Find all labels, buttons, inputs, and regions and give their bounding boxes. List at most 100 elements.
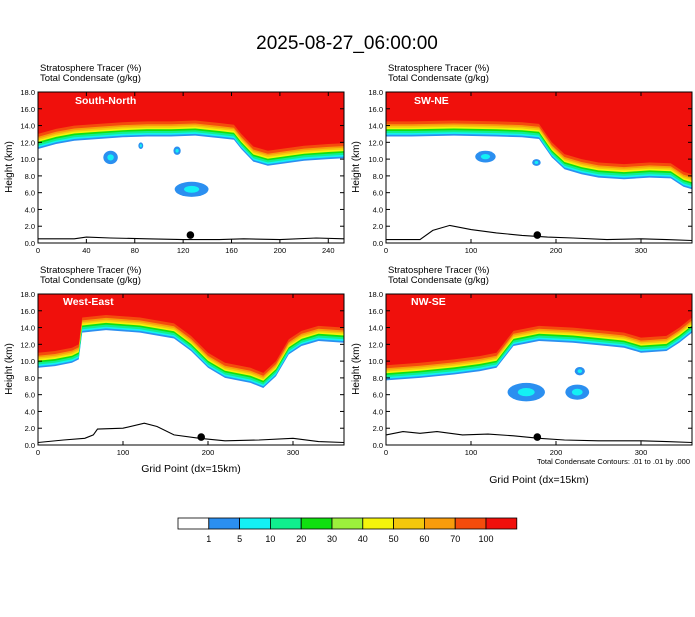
tracer-field [38,92,344,166]
tracer-field [386,92,692,190]
y-tick-label: 6.0 [373,189,383,198]
panel-label: SW-NE [414,95,449,107]
panel-header-line-2: Total Condensate (g/kg) [388,275,489,286]
y-axis: 0.0 2.0 4.0 6.0 8.0 10.0 12.0 14.0 16.0 18.0 [20,88,344,248]
tracer-blob-core [534,160,539,164]
y-tick-label: 18.0 [20,88,35,97]
tracer-blob-core [175,148,179,153]
tracer-blob-core [107,154,114,161]
x-axis: 0 100 200 300 [384,294,647,457]
x-axis-label: Grid Point (dx=15km) [141,463,241,475]
terrain-line [38,422,344,444]
tracer-blobs [507,366,590,402]
tracer-blob-core [139,144,142,148]
y-tick-label: 8.0 [25,172,35,181]
y-axis: 0.0 2.0 4.0 6.0 8.0 10.0 12.0 14.0 16.0 18.0 [368,290,692,450]
x-axis: 0 40 80 120 160 200 240 [36,92,335,255]
x-tick-label: 0 [384,448,388,457]
x-axis-label: Grid Point (dx=15km) [489,474,589,486]
legend-swatch [239,517,271,530]
x-tick-label: 200 [550,246,563,255]
legend-swatch [362,517,394,530]
legend-label: 60 [419,534,429,544]
panel-label: West-East [63,296,114,308]
x-tick-label: 100 [117,448,130,457]
legend-label: 50 [389,534,399,544]
y-axis-label: Height (km) [351,343,362,395]
legend-label: 30 [327,534,337,544]
x-axis: 0 100 200 300 [36,294,299,457]
y-tick-label: 8.0 [373,374,383,383]
y-tick-label: 12.0 [20,138,35,147]
y-tick-label: 14.0 [368,122,383,131]
y-tick-label: 4.0 [25,205,35,214]
legend-swatch [269,517,302,530]
panel-label: NW-SE [411,296,446,308]
plot-frame [37,91,345,244]
y-tick-label: 8.0 [25,374,35,383]
tracer-blob-core [577,369,583,374]
x-axis: 0 100 200 300 [384,92,647,255]
panel-sw-ne: Stratosphere Tracer (%) Total Condensate… [351,63,693,255]
panel-header-line-2: Total Condensate (g/kg) [388,73,489,84]
legend-label: 1 [206,534,211,544]
y-tick-label: 6.0 [25,189,35,198]
y-tick-label: 14.0 [368,324,383,333]
legend-label: 5 [237,534,242,544]
legend-swatch [300,517,333,530]
panel-header-line-1: Stratosphere Tracer (%) [40,265,141,276]
legend-label: 20 [296,534,306,544]
legend-label: 70 [450,534,460,544]
x-tick-label: 300 [287,448,300,457]
y-tick-label: 0.0 [25,441,35,450]
y-tick-label: 6.0 [25,391,35,400]
y-tick-label: 16.0 [20,105,35,114]
y-tick-label: 4.0 [25,407,35,416]
tracer-field [38,294,344,388]
y-tick-label: 0.0 [373,239,383,248]
plot-frame [385,293,693,446]
tracer-blob-core [571,388,583,396]
tracer-blob-core [480,153,491,160]
y-tick-label: 18.0 [368,290,383,299]
panel-west-east: Stratosphere Tracer (%) Total Condensate… [4,265,345,475]
y-axis-label: Height (km) [4,141,15,193]
tracer-band [386,92,692,175]
tracer-band [38,294,344,373]
panel-header-line-1: Stratosphere Tracer (%) [388,265,489,276]
y-tick-label: 2.0 [25,424,35,433]
panel-header-line-2: Total Condensate (g/kg) [40,275,141,286]
legend-swatch [485,517,518,530]
y-tick-label: 0.0 [25,239,35,248]
x-tick-label: 200 [274,246,287,255]
y-tick-label: 16.0 [20,307,35,316]
x-tick-label: 240 [322,246,335,255]
legend-swatch [393,517,425,530]
location-marker [533,231,542,239]
legend-swatch [423,517,456,530]
location-marker [186,231,195,239]
x-tick-label: 0 [36,448,40,457]
x-tick-label: 200 [202,448,215,457]
y-tick-label: 2.0 [373,222,383,231]
tracer-field [386,294,692,381]
location-marker [197,433,205,441]
y-tick-label: 16.0 [368,105,383,114]
location-marker [533,433,542,441]
legend-swatch [208,517,241,530]
y-tick-label: 18.0 [368,88,383,97]
figure-title: 2025-08-27_06:00:00 [256,33,438,54]
x-tick-label: 300 [635,448,648,457]
y-axis-label: Height (km) [4,343,15,395]
y-tick-label: 12.0 [368,138,383,147]
plot-frame [37,293,345,446]
x-tick-label: 120 [177,246,190,255]
y-tick-label: 10.0 [20,357,35,366]
tracer-band [386,294,692,366]
tracer-blob-core [183,185,200,193]
y-tick-label: 2.0 [25,222,35,231]
x-tick-label: 100 [465,246,478,255]
y-tick-label: 4.0 [373,407,383,416]
